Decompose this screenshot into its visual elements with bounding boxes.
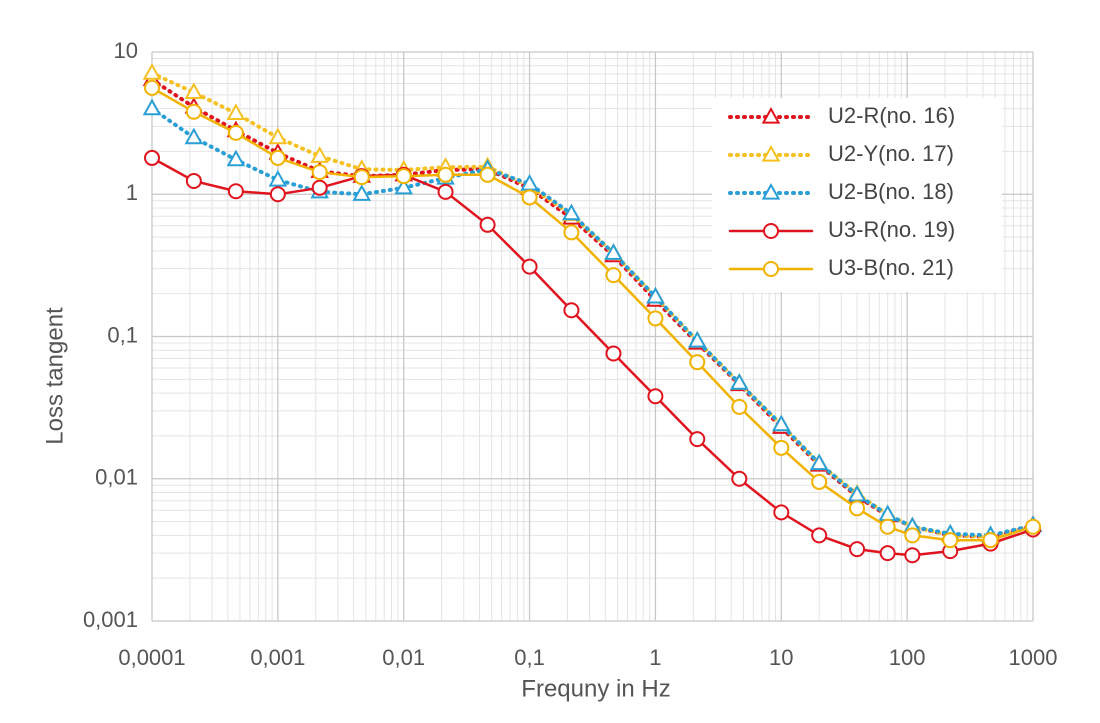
- marker: [1025, 518, 1041, 535]
- legend-label: U2-R(no. 16): [828, 103, 955, 128]
- marker: [605, 345, 622, 362]
- marker: [646, 286, 665, 304]
- marker: [879, 518, 896, 535]
- marker: [352, 184, 372, 201]
- legend-label: U2-B(no. 18): [828, 179, 954, 204]
- y-tick-label: 0,1: [107, 322, 138, 347]
- y-tick-label: 10: [114, 38, 138, 63]
- marker: [604, 243, 623, 260]
- marker: [227, 124, 244, 141]
- marker: [647, 310, 664, 327]
- marker: [879, 545, 896, 562]
- marker: [689, 354, 706, 371]
- y-tick-label: 0,001: [83, 607, 138, 632]
- marker: [268, 169, 288, 187]
- marker: [689, 431, 706, 448]
- marker: [479, 216, 496, 233]
- marker: [563, 302, 580, 319]
- marker: [763, 223, 779, 239]
- y-tick-label: 1: [126, 180, 138, 205]
- marker: [942, 532, 959, 549]
- x-tick-label: 0,1: [514, 645, 545, 670]
- marker: [904, 527, 921, 544]
- legend-box: [712, 98, 1002, 292]
- marker: [811, 473, 828, 490]
- y-axis-title: Loss tangent: [41, 307, 68, 445]
- marker: [761, 182, 781, 200]
- marker: [142, 98, 162, 116]
- marker: [353, 169, 370, 186]
- series: [144, 79, 1041, 549]
- legend-label: U2-Y(no. 17): [828, 141, 954, 166]
- marker: [394, 177, 414, 195]
- marker: [184, 82, 204, 99]
- marker: [731, 398, 748, 415]
- marker: [763, 261, 779, 277]
- marker: [311, 179, 328, 196]
- x-tick-label: 0,01: [382, 645, 425, 670]
- marker: [773, 504, 790, 521]
- x-tick-label: 0,0001: [118, 645, 185, 670]
- x-tick-label: 1000: [1009, 645, 1058, 670]
- legend: U2-R(no. 16) U2-Y(no. 17) U2-B(no. 18) U3-R…: [712, 98, 1002, 292]
- marker: [878, 504, 897, 522]
- marker: [730, 373, 749, 390]
- marker: [226, 103, 246, 121]
- marker: [605, 267, 622, 284]
- x-axis-title: Frequny in Hz: [521, 675, 670, 702]
- marker: [269, 149, 286, 166]
- marker: [809, 453, 829, 471]
- marker: [647, 388, 664, 405]
- marker: [849, 500, 866, 517]
- marker: [268, 127, 288, 145]
- legend-label: U3-R(no. 19): [828, 217, 955, 242]
- marker: [687, 330, 707, 348]
- marker: [849, 541, 866, 558]
- marker: [521, 258, 538, 275]
- marker: [761, 106, 781, 124]
- marker: [142, 63, 162, 80]
- marker: [773, 439, 790, 456]
- marker: [395, 168, 412, 185]
- marker: [811, 527, 828, 544]
- marker: [563, 224, 580, 241]
- y-tick-label: 0,01: [95, 465, 138, 490]
- marker: [521, 189, 538, 206]
- marker: [761, 144, 781, 162]
- marker: [311, 164, 328, 181]
- marker: [310, 146, 330, 163]
- marker: [227, 183, 244, 200]
- marker: [185, 103, 202, 120]
- marker: [185, 172, 202, 189]
- marker: [904, 547, 921, 564]
- x-tick-label: 1: [649, 645, 661, 670]
- marker: [437, 166, 454, 183]
- marker: [437, 183, 454, 200]
- x-tick-label: 10: [769, 645, 793, 670]
- x-tick-label: 100: [889, 645, 926, 670]
- marker: [562, 203, 581, 221]
- legend-label: U3-B(no. 21): [828, 255, 954, 280]
- marker: [226, 149, 246, 167]
- marker: [144, 149, 160, 166]
- marker: [771, 414, 791, 432]
- marker: [731, 470, 748, 487]
- x-tick-label: 0,001: [250, 645, 305, 670]
- marker: [144, 79, 160, 96]
- marker: [269, 186, 286, 203]
- marker: [184, 127, 204, 145]
- marker: [982, 532, 999, 549]
- marker: [479, 166, 496, 183]
